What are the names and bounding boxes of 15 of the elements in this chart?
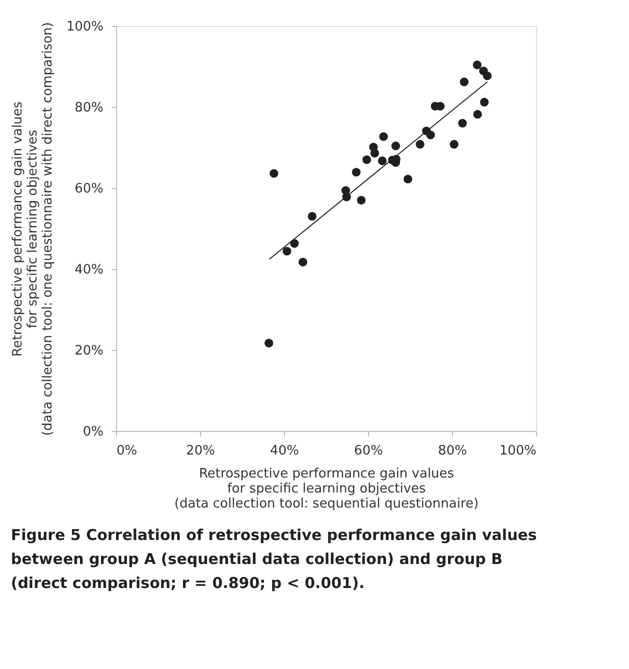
x-tick-label: 0% xyxy=(116,444,138,458)
y-axis-title: Retrospective performance gain values for specific learning objectives (data collection tool: one questionnaire with direct comparison) xyxy=(10,22,56,436)
x-tick-label: 40% xyxy=(270,444,299,458)
y-tick-label: 100% xyxy=(66,20,104,34)
y-tick-label: 20% xyxy=(74,344,104,358)
y-tick-label: 80% xyxy=(74,100,104,116)
y-tick-label: 40% xyxy=(74,262,104,278)
x-tick-label: 60% xyxy=(354,444,383,458)
y-tick-label: 60% xyxy=(74,182,104,196)
x-tick-label: 100% xyxy=(499,444,536,458)
text: Figure 5 Correlation of retrospective performance gain values between group A (sequential data collection) and group B (direct comparison; r = 0.890; p < 0.001). xyxy=(10,526,537,592)
x-axis-title: Retrospective performance gain values for specific learning objectives (data collection tool: sequential questionnaire) xyxy=(174,466,479,512)
x-tick-label: 20% xyxy=(186,444,215,458)
y-tick-label: 0% xyxy=(82,424,104,440)
x-tick-label: 80% xyxy=(438,444,467,458)
